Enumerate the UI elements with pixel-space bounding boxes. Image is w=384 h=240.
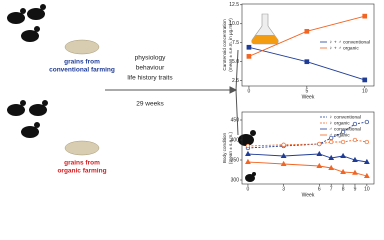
y-axis-label: (mean ± s.e.m.) (228, 131, 233, 164)
series-line (247, 153, 367, 163)
y-tick-label: 7.5 (232, 40, 239, 46)
point (245, 143, 251, 149)
point (328, 164, 335, 170)
x-tick-label: 9 (354, 186, 357, 192)
duration-label: 29 weeks (136, 101, 164, 108)
bird-icons (7, 4, 256, 182)
grain-piles (64, 39, 100, 156)
point (364, 139, 370, 145)
x-axis-label: Week (302, 94, 315, 100)
plot-frame (241, 111, 375, 185)
x-tick-label: 6 (318, 186, 321, 192)
point (317, 141, 322, 147)
plot-frame (241, 3, 375, 87)
arrows (105, 49, 239, 136)
organic-label: organic farming (57, 168, 106, 175)
point (316, 162, 323, 168)
conventional-label: grains from (64, 59, 100, 66)
point (246, 54, 252, 59)
point (363, 158, 370, 164)
point (245, 150, 251, 156)
point (329, 139, 334, 145)
trait-label: physiology (135, 55, 166, 62)
point (304, 28, 310, 34)
y-tick-label: 300 (231, 177, 240, 183)
point (352, 137, 358, 143)
y-axis-label: Body condition (222, 132, 227, 163)
y-tick-label: 400 (231, 137, 240, 143)
point (352, 121, 358, 127)
point (280, 152, 287, 158)
x-tick-label: 10 (364, 186, 370, 192)
point (329, 135, 334, 141)
point (280, 160, 287, 166)
x-axis-label: Week (302, 192, 315, 198)
legend-label: ♀ + ♂ conventional (329, 39, 370, 45)
x-tick-label: 5 (305, 88, 308, 94)
x-tick-label: 0 (247, 186, 250, 192)
graphical-abstract: grains from conventional farming grains … (7, 2, 375, 198)
x-tick-label: 0 (248, 88, 251, 94)
y-axis-label: (mean ± s.e.m. in μg.ml⁻¹) (228, 18, 233, 72)
x-tick-label: 3 (282, 186, 285, 192)
legend-label: ♂ conventional (329, 126, 361, 132)
y-tick-label: 12.5 (229, 2, 239, 8)
point (364, 119, 370, 125)
point (328, 154, 335, 160)
point (304, 59, 310, 65)
point (352, 156, 358, 162)
point (316, 150, 323, 156)
y-tick-label: 10.0 (229, 21, 239, 27)
legend-label: ♀ conventional (329, 114, 361, 120)
organic-label: grains from (64, 160, 100, 167)
point (340, 152, 346, 158)
y-tick-label: 350 (231, 157, 240, 163)
point (281, 142, 286, 147)
y-tick-label: 5.0 (232, 59, 239, 65)
x-tick-label: 8 (342, 186, 345, 192)
y-tick-label: 450 (231, 117, 240, 123)
series-line (247, 161, 367, 177)
point (352, 169, 358, 175)
point (340, 139, 346, 145)
y-axis-label: Carotenoid concentration (222, 19, 227, 71)
point (363, 172, 370, 178)
flask-icon (251, 13, 279, 45)
point (362, 77, 368, 83)
x-tick-label: 7 (330, 186, 333, 192)
point (245, 158, 251, 164)
legend-label: ♂ organic (329, 132, 350, 138)
y-tick-label: 2.5 (232, 78, 239, 84)
legend-label: ♀ organic (329, 120, 350, 126)
point (362, 13, 368, 19)
conventional-label: conventional farming (49, 67, 115, 74)
trait-label: life history traits (127, 75, 173, 82)
legend-label: ♀ + ♂ organic (329, 45, 359, 51)
x-tick-label: 10 (362, 88, 368, 94)
point (340, 168, 346, 174)
point (340, 129, 346, 135)
trait-label: behaviour (136, 65, 165, 72)
point (246, 44, 252, 50)
